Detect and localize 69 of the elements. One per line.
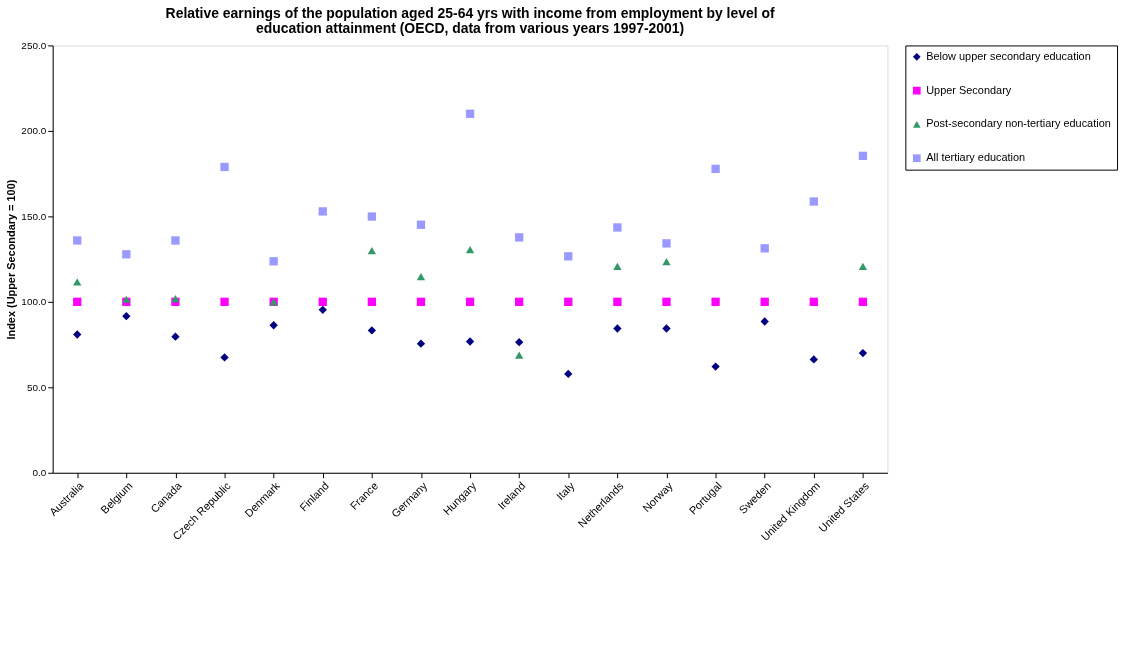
point [613,223,622,232]
point [858,151,868,161]
point [613,297,622,306]
y-axis-title: Index (Upper Secondary = 100) [5,179,18,340]
point [73,236,82,245]
point [367,247,377,255]
point [367,297,377,306]
point [809,197,818,206]
x-tick-label: Italy [553,479,577,503]
point [416,272,426,281]
point [220,162,229,172]
point [220,353,229,362]
legend-label: Post-secondary non-tertiary education [926,117,1111,130]
point [662,239,671,248]
point [515,338,524,347]
y-tick-label: 200.0 [21,125,47,137]
point [613,324,622,333]
y-tick-label: 0.0 [32,467,47,479]
point [269,257,278,266]
point [465,109,475,118]
point [760,244,769,253]
point [318,305,327,315]
point [416,297,426,306]
point [858,348,868,358]
point [809,355,818,364]
point [318,297,327,306]
point [416,220,426,229]
point [515,351,524,359]
point [515,297,524,306]
legend-label: Upper Secondary [926,83,1012,96]
point [760,317,769,326]
point [465,297,475,306]
point [465,337,475,346]
point [613,262,622,270]
y-tick-label: 250.0 [21,39,47,51]
chart-title: Relative earnings of the population aged 25-64 yrs with income from employment by level of education attainment (OECD, data from various years 1997-2001) [165,4,775,37]
point [122,312,131,321]
point [711,297,720,306]
point [122,250,131,259]
point [564,297,573,306]
y-tick-label: 100.0 [21,296,47,308]
point [515,233,524,242]
point [711,164,720,173]
point [73,330,82,339]
point [858,262,868,270]
point [809,297,818,306]
point [465,246,475,254]
point [564,369,573,379]
point [711,362,720,371]
point [564,252,573,261]
y-tick-label: 150.0 [21,210,47,222]
point [318,207,327,216]
point [760,297,769,306]
legend-label: All tertiary education [926,151,1026,164]
point [662,258,671,266]
point [662,324,671,333]
point [171,332,180,341]
point [858,297,868,306]
legend-label: Below upper secondary education [926,49,1091,62]
point [73,297,82,306]
point [171,236,180,245]
point [220,297,229,306]
point [367,212,377,221]
y-tick-label: 50.0 [26,381,47,393]
point [269,321,278,330]
point [73,278,82,286]
point [416,339,426,348]
point [662,297,671,306]
point [367,326,377,335]
